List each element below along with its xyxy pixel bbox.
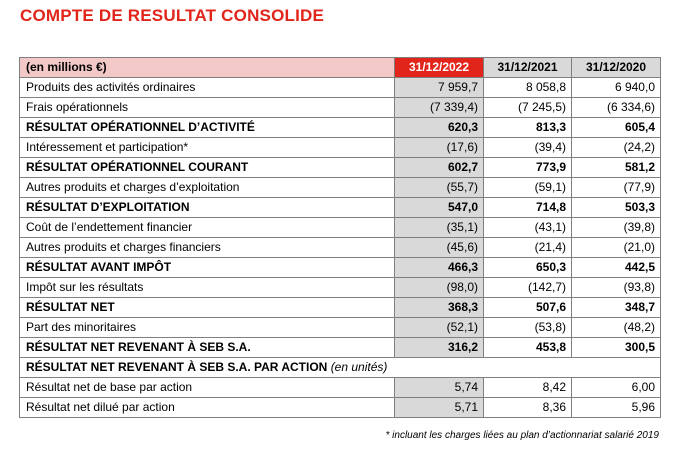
row-label: RÉSULTAT OPÉRATIONNEL COURANT — [19, 157, 395, 178]
value-2020: (6 334,6) — [571, 97, 661, 118]
value-2020: (77,9) — [571, 177, 661, 198]
value-2021: (59,1) — [483, 177, 572, 198]
value-2022: 316,2 — [394, 337, 484, 358]
table-row: Résultat net dilué par action 5,71 8,36 … — [19, 397, 661, 418]
value-2021: 507,6 — [483, 297, 572, 318]
per-share-section-header: RÉSULTAT NET REVENANT À SEB S.A. PAR ACT… — [19, 357, 661, 378]
value-2021: (7 245,5) — [483, 97, 572, 118]
table-row: Produits des activités ordinaires 7 959,… — [19, 77, 661, 98]
value-2021: (53,8) — [483, 317, 572, 338]
value-2022: (7 339,4) — [394, 97, 484, 118]
value-2020: (21,0) — [571, 237, 661, 258]
row-label: RÉSULTAT OPÉRATIONNEL D’ACTIVITÉ — [19, 117, 395, 138]
column-header-2022: 31/12/2022 — [394, 57, 484, 78]
value-2020: 348,7 — [571, 297, 661, 318]
row-label: RÉSULTAT NET REVENANT À SEB S.A. — [19, 337, 395, 358]
row-label: Coût de l’endettement financier — [19, 217, 395, 238]
table-row: RÉSULTAT NET REVENANT À SEB S.A. PAR ACT… — [19, 357, 661, 378]
footnote: * incluant les charges liées au plan d’a… — [385, 430, 659, 441]
row-label: RÉSULTAT NET REVENANT À SEB S.A. PAR ACT… — [26, 360, 328, 374]
value-2020: 581,2 — [571, 157, 661, 178]
value-2020: (39,8) — [571, 217, 661, 238]
page-title: COMPTE DE RESULTAT CONSOLIDE — [20, 6, 325, 25]
row-label: Intéressement et participation* — [19, 137, 395, 158]
value-2022: 620,3 — [394, 117, 484, 138]
value-2021: (21,4) — [483, 237, 572, 258]
value-2022: (45,6) — [394, 237, 484, 258]
table-row: RÉSULTAT NET REVENANT À SEB S.A. 316,2 4… — [19, 337, 661, 358]
table-row: Résultat net de base par action 5,74 8,4… — [19, 377, 661, 398]
value-2020: 6,00 — [571, 377, 661, 398]
value-2022: 5,71 — [394, 397, 484, 418]
value-2022: 7 959,7 — [394, 77, 484, 98]
value-2021: 650,3 — [483, 257, 572, 278]
table-row: Intéressement et participation* (17,6) (… — [19, 137, 661, 158]
row-label: Autres produits et charges financiers — [19, 237, 395, 258]
value-2022: 368,3 — [394, 297, 484, 318]
table-row: Autres produits et charges financiers (4… — [19, 237, 661, 258]
row-label: Frais opérationnels — [19, 97, 395, 118]
value-2020: 503,3 — [571, 197, 661, 218]
value-2021: 714,8 — [483, 197, 572, 218]
table-row: RÉSULTAT NET 368,3 507,6 348,7 — [19, 297, 661, 318]
value-2020: (93,8) — [571, 277, 661, 298]
table-row: Coût de l’endettement financier (35,1) (… — [19, 217, 661, 238]
value-2020: 605,4 — [571, 117, 661, 138]
value-2020: (24,2) — [571, 137, 661, 158]
value-2020: 5,96 — [571, 397, 661, 418]
table-row: RÉSULTAT OPÉRATIONNEL COURANT 602,7 773,… — [19, 157, 661, 178]
row-label: RÉSULTAT NET — [19, 297, 395, 318]
unit-note: (en unités) — [330, 360, 388, 374]
row-label: Produits des activités ordinaires — [19, 77, 395, 98]
row-label: RÉSULTAT AVANT IMPÔT — [19, 257, 395, 278]
value-2020: 442,5 — [571, 257, 661, 278]
table-row: Autres produits et charges d’exploitatio… — [19, 177, 661, 198]
value-2022: (35,1) — [394, 217, 484, 238]
value-2022: (55,7) — [394, 177, 484, 198]
table-row: RÉSULTAT OPÉRATIONNEL D’ACTIVITÉ 620,3 8… — [19, 117, 661, 138]
value-2021: (142,7) — [483, 277, 572, 298]
table-row: Impôt sur les résultats (98,0) (142,7) (… — [19, 277, 661, 298]
row-label: Résultat net de base par action — [19, 377, 395, 398]
value-2020: 300,5 — [571, 337, 661, 358]
value-2021: (43,1) — [483, 217, 572, 238]
row-label: Part des minoritaires — [19, 317, 395, 338]
value-2021: 453,8 — [483, 337, 572, 358]
value-2022: 466,3 — [394, 257, 484, 278]
value-2022: 602,7 — [394, 157, 484, 178]
value-2020: 6 940,0 — [571, 77, 661, 98]
value-2022: (98,0) — [394, 277, 484, 298]
table-row: Part des minoritaires (52,1) (53,8) (48,… — [19, 317, 661, 338]
value-2022: (52,1) — [394, 317, 484, 338]
value-2022: (17,6) — [394, 137, 484, 158]
value-2021: 773,9 — [483, 157, 572, 178]
value-2021: (39,4) — [483, 137, 572, 158]
table-row: RÉSULTAT AVANT IMPÔT 466,3 650,3 442,5 — [19, 257, 661, 278]
row-label: Autres produits et charges d’exploitatio… — [19, 177, 395, 198]
table-row: Frais opérationnels (7 339,4) (7 245,5) … — [19, 97, 661, 118]
value-2021: 813,3 — [483, 117, 572, 138]
row-label: Résultat net dilué par action — [19, 397, 395, 418]
unit-header: (en millions €) — [19, 57, 395, 78]
table-row: RÉSULTAT D’EXPLOITATION 547,0 714,8 503,… — [19, 197, 661, 218]
row-label: RÉSULTAT D’EXPLOITATION — [19, 197, 395, 218]
value-2022: 547,0 — [394, 197, 484, 218]
row-label: Impôt sur les résultats — [19, 277, 395, 298]
column-header-2020: 31/12/2020 — [571, 57, 661, 78]
value-2021: 8,42 — [483, 377, 572, 398]
column-header-2021: 31/12/2021 — [483, 57, 572, 78]
table-header-row: (en millions €) 31/12/2022 31/12/2021 31… — [19, 57, 661, 78]
value-2021: 8,36 — [483, 397, 572, 418]
income-statement-table: (en millions €) 31/12/2022 31/12/2021 31… — [19, 57, 661, 418]
value-2021: 8 058,8 — [483, 77, 572, 98]
value-2022: 5,74 — [394, 377, 484, 398]
value-2020: (48,2) — [571, 317, 661, 338]
